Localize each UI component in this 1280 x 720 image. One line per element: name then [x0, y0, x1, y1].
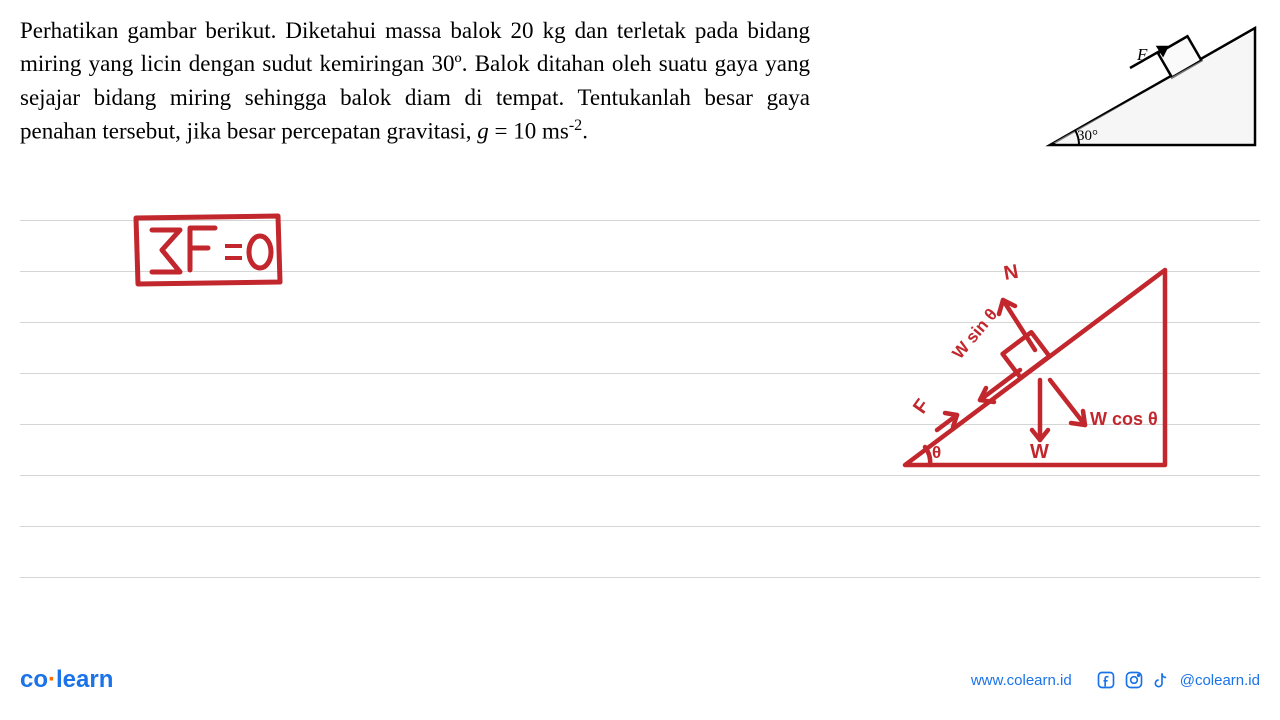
incline-figure: F 30°: [1045, 20, 1260, 150]
question-g: g: [477, 119, 489, 144]
label-wsin: W sin θ: [949, 305, 1002, 363]
tiktok-icon: [1152, 670, 1172, 690]
question-part-1: Perhatikan gambar berikut. Diketahui mas…: [20, 18, 810, 144]
label-wcos: W cos θ: [1090, 409, 1158, 429]
footer-url: www.colearn.id: [971, 672, 1072, 689]
footer: co·learn www.colearn.id @colearn.id: [20, 660, 1260, 700]
logo-learn: learn: [56, 666, 113, 693]
label-F: F: [909, 395, 934, 418]
question-text: Perhatikan gambar berikut. Diketahui mas…: [20, 14, 810, 148]
formula-box: [130, 210, 285, 290]
label-N: N: [1002, 261, 1020, 285]
force-label: F: [1136, 45, 1148, 64]
logo-co: co: [20, 666, 48, 693]
label-theta: θ: [932, 443, 941, 462]
social-handle: @colearn.id: [1180, 672, 1260, 689]
logo: co·learn: [20, 666, 113, 694]
question-part-3: = 10 ms: [489, 119, 569, 144]
rule-line: [20, 577, 1260, 578]
socials: @colearn.id: [1096, 670, 1260, 690]
question-sup: -2: [569, 117, 582, 134]
instagram-icon: [1124, 670, 1144, 690]
label-W: W: [1030, 441, 1049, 463]
question-part-5: .: [582, 119, 588, 144]
logo-dot: ·: [48, 666, 56, 693]
angle-label: 30°: [1077, 128, 1098, 144]
facebook-icon: [1096, 670, 1116, 690]
free-body-diagram: N W sin θ F W cos θ W θ: [885, 240, 1185, 480]
rule-line: [20, 526, 1260, 527]
footer-right: www.colearn.id @colearn.id: [971, 670, 1260, 690]
